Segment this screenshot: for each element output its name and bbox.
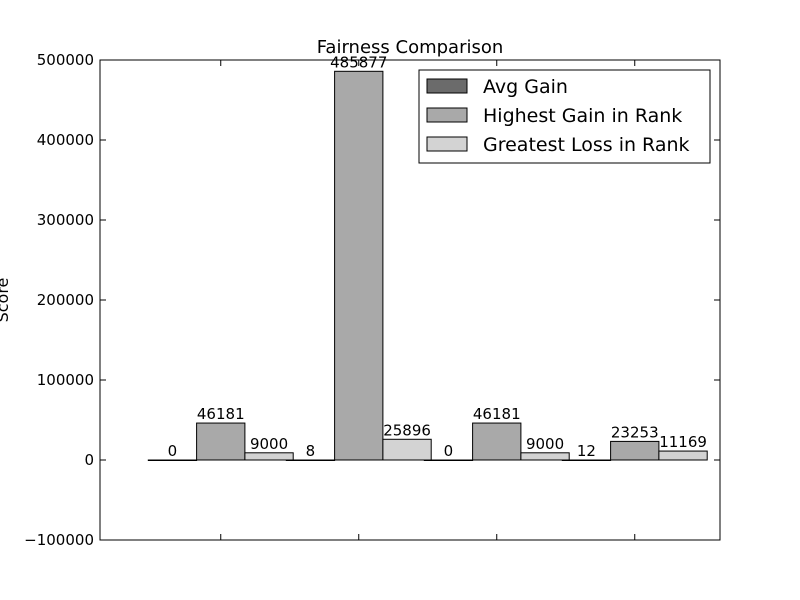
legend: Avg Gain Highest Gain in Rank Greatest Los… <box>418 69 711 164</box>
bar-value-label: 46181 <box>473 405 521 423</box>
bar <box>196 422 246 461</box>
bar-value-label: 485877 <box>330 53 387 71</box>
bar-value-label: 23253 <box>611 423 659 441</box>
bar-value-label: 9000 <box>250 435 288 453</box>
bar <box>423 459 474 461</box>
bar <box>147 459 198 461</box>
y-tick-label: 100000 <box>37 371 94 389</box>
plot-area: −100000 0 100000 200000 300000 400000 500000 0 4… <box>24 51 720 549</box>
y-tick-label: −100000 <box>24 531 94 549</box>
plot-frame <box>99 59 721 541</box>
y-tick-label: 500000 <box>37 51 94 69</box>
y-tick-label: 200000 <box>37 291 94 309</box>
y-axis-label: Score <box>0 278 12 323</box>
bar-value-label: 11169 <box>659 433 707 451</box>
legend-label: Avg Gain <box>483 76 568 98</box>
bar <box>334 70 384 461</box>
bar-value-label: 46181 <box>197 405 245 423</box>
bar <box>610 440 660 461</box>
bar-value-label: 12 <box>577 442 596 460</box>
bar <box>561 459 612 461</box>
bar-value-label: 9000 <box>526 435 564 453</box>
legend-label: Greatest Loss in Rank <box>483 134 690 156</box>
bar <box>285 459 336 461</box>
legend-swatch <box>426 78 468 94</box>
legend-swatch <box>426 107 468 123</box>
bar-value-label: 0 <box>168 442 178 460</box>
bar-value-label: 8 <box>306 442 316 460</box>
y-tick-label: 300000 <box>37 211 94 229</box>
bar-value-label: 0 <box>444 442 454 460</box>
chart-title: Fairness Comparison <box>317 37 504 58</box>
bar-value-label: 25896 <box>383 421 431 439</box>
bar <box>520 452 570 461</box>
bar <box>382 438 432 461</box>
legend-swatch <box>426 136 468 152</box>
y-tick-label: 400000 <box>37 131 94 149</box>
legend-label: Highest Gain in Rank <box>483 105 682 127</box>
bar <box>244 452 294 461</box>
y-tick-label: 0 <box>84 451 94 469</box>
bar <box>658 450 708 461</box>
bar <box>472 422 522 461</box>
